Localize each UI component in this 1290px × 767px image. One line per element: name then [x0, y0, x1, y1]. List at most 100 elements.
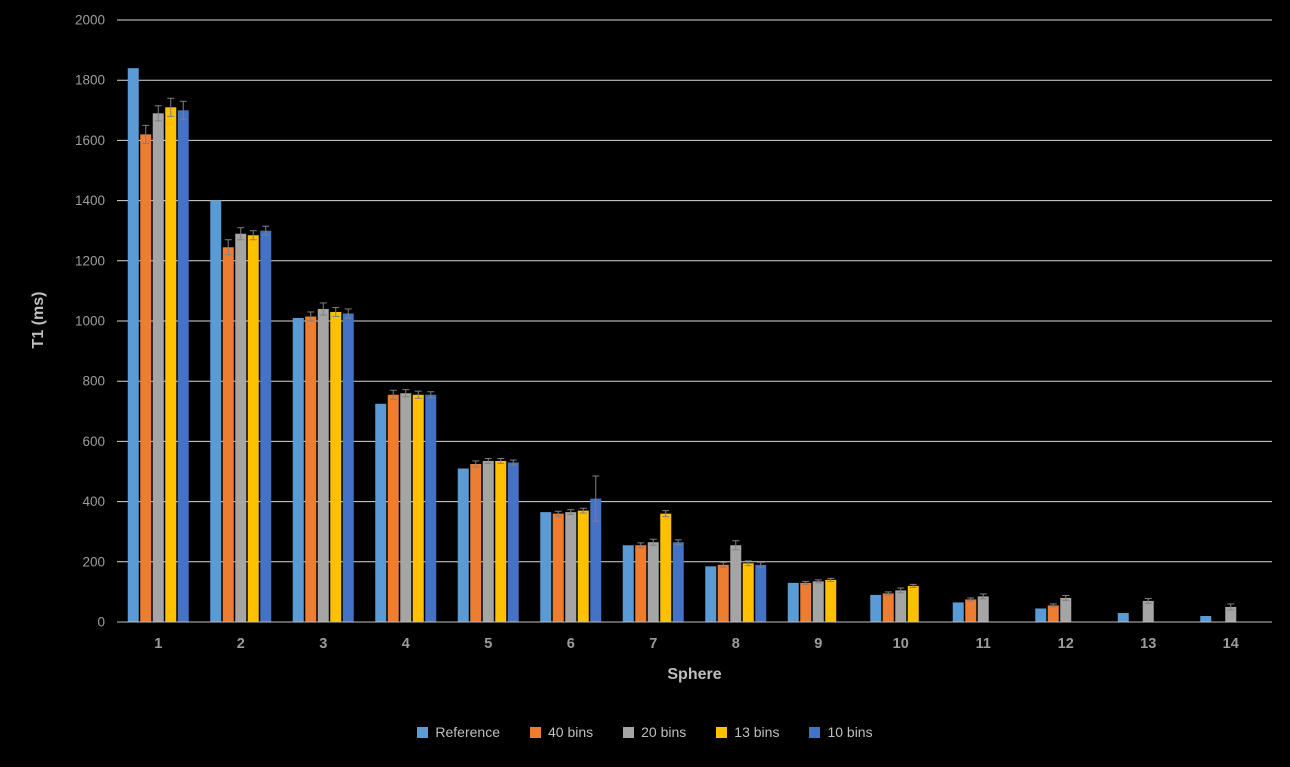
bar-20-bins	[235, 233, 247, 622]
x-tick-label: 8	[732, 636, 740, 652]
legend-swatch	[623, 726, 635, 738]
bar-40-bins	[140, 134, 152, 622]
bar-13-bins	[165, 107, 177, 623]
y-axis-title: T1 (ms)	[30, 291, 47, 349]
x-tick-label: 2	[237, 636, 245, 652]
legend-item-10-bins: 10 bins	[809, 724, 873, 740]
bar-reference	[127, 68, 139, 622]
y-tick-label: 1400	[75, 193, 105, 208]
bar-20-bins	[400, 393, 412, 622]
bar-20-bins	[730, 545, 742, 622]
bar-reference	[622, 545, 634, 622]
legend-swatch	[809, 726, 821, 738]
bar-13-bins	[247, 235, 259, 622]
legend-item-reference: Reference	[417, 724, 500, 740]
y-tick-label: 1000	[75, 314, 105, 329]
x-tick-label: 9	[814, 636, 822, 652]
legend-label: 10 bins	[827, 724, 873, 740]
legend-item-13-bins: 13 bins	[716, 724, 779, 740]
bar-13-bins	[330, 311, 342, 622]
y-tick-label: 200	[82, 554, 105, 569]
legend-label: Reference	[435, 724, 500, 740]
bar-10-bins	[177, 110, 189, 623]
x-tick-label: 3	[319, 636, 327, 652]
y-tick-label: 800	[82, 374, 105, 389]
y-tick-label: 1200	[75, 253, 105, 268]
bar-10-bins	[425, 394, 437, 622]
x-tick-label: 4	[402, 636, 410, 652]
legend-item-40-bins: 40 bins	[529, 724, 594, 740]
legend-swatch	[417, 726, 429, 738]
x-tick-label: 11	[976, 636, 991, 652]
bar-reference	[210, 200, 222, 622]
bar-40-bins	[222, 247, 234, 622]
bar-reference	[705, 566, 717, 622]
y-tick-label: 2000	[75, 13, 105, 28]
bar-13-bins	[907, 585, 919, 622]
legend-swatch	[716, 726, 728, 738]
x-tick-label: 1	[154, 636, 162, 652]
bar-reference	[292, 317, 304, 622]
bar-20-bins	[565, 512, 577, 622]
bar-40-bins	[635, 545, 647, 622]
bar-40-bins	[882, 593, 894, 622]
bar-reference	[870, 594, 882, 622]
bar-40-bins	[1047, 605, 1059, 622]
bar-10-bins	[342, 313, 354, 622]
legend-label: 13 bins	[734, 724, 780, 740]
y-tick-label: 0	[97, 615, 105, 630]
bar-40-bins	[800, 582, 812, 622]
bar-10-bins	[260, 230, 272, 622]
bar-reference	[1117, 612, 1129, 622]
bar-13-bins	[660, 513, 672, 622]
bar-40-bins	[965, 599, 977, 622]
bar-13-bins	[742, 563, 754, 622]
bar-20-bins	[895, 590, 907, 622]
bar-13-bins	[412, 394, 424, 622]
legend-swatch	[529, 726, 541, 738]
bar-20-bins	[977, 596, 989, 622]
bar-20-bins	[812, 581, 824, 622]
x-tick-label: 14	[1223, 636, 1239, 652]
bar-reference	[457, 468, 469, 622]
bar-13-bins	[825, 579, 837, 622]
legend-label: 20 bins	[641, 724, 687, 740]
bar-20-bins	[317, 308, 329, 622]
y-tick-label: 1600	[75, 133, 105, 148]
bar-40-bins	[552, 513, 564, 622]
bar-10-bins	[507, 462, 519, 622]
bar-reference	[540, 512, 552, 622]
bar-40-bins	[305, 316, 317, 622]
legend-label: 40 bins	[547, 724, 594, 740]
x-tick-label: 6	[567, 636, 575, 652]
bar-10-bins	[590, 498, 602, 622]
bar-10-bins	[672, 542, 684, 622]
x-axis-title: Sphere	[667, 666, 722, 683]
bar-40-bins	[470, 463, 482, 622]
bar-20-bins	[1142, 600, 1154, 622]
bar-reference	[375, 403, 387, 622]
bar-13-bins	[577, 510, 589, 622]
legend: Reference 40 bins 20 bins 13 bins 10 bins	[0, 724, 1290, 740]
y-tick-label: 600	[82, 434, 105, 449]
bar-10-bins	[755, 564, 767, 622]
legend-item-20-bins: 20 bins	[623, 724, 686, 740]
bar-reference	[787, 582, 799, 622]
x-tick-label: 7	[649, 636, 657, 652]
bar-20-bins	[1060, 597, 1072, 622]
x-tick-label: 10	[893, 636, 909, 652]
bar-13-bins	[495, 460, 507, 622]
x-tick-label: 13	[1140, 636, 1156, 652]
bar-reference	[1200, 615, 1212, 622]
bar-20-bins	[152, 113, 164, 622]
bar-20-bins	[647, 542, 659, 622]
y-tick-label: 1800	[75, 73, 105, 88]
bar-reference	[952, 602, 964, 622]
y-tick-label: 400	[82, 494, 105, 509]
bar-20-bins	[1225, 606, 1237, 622]
bar-40-bins	[387, 394, 399, 622]
bar-reference	[1035, 608, 1047, 622]
bar-20-bins	[482, 460, 494, 622]
bar-40-bins	[717, 564, 729, 622]
